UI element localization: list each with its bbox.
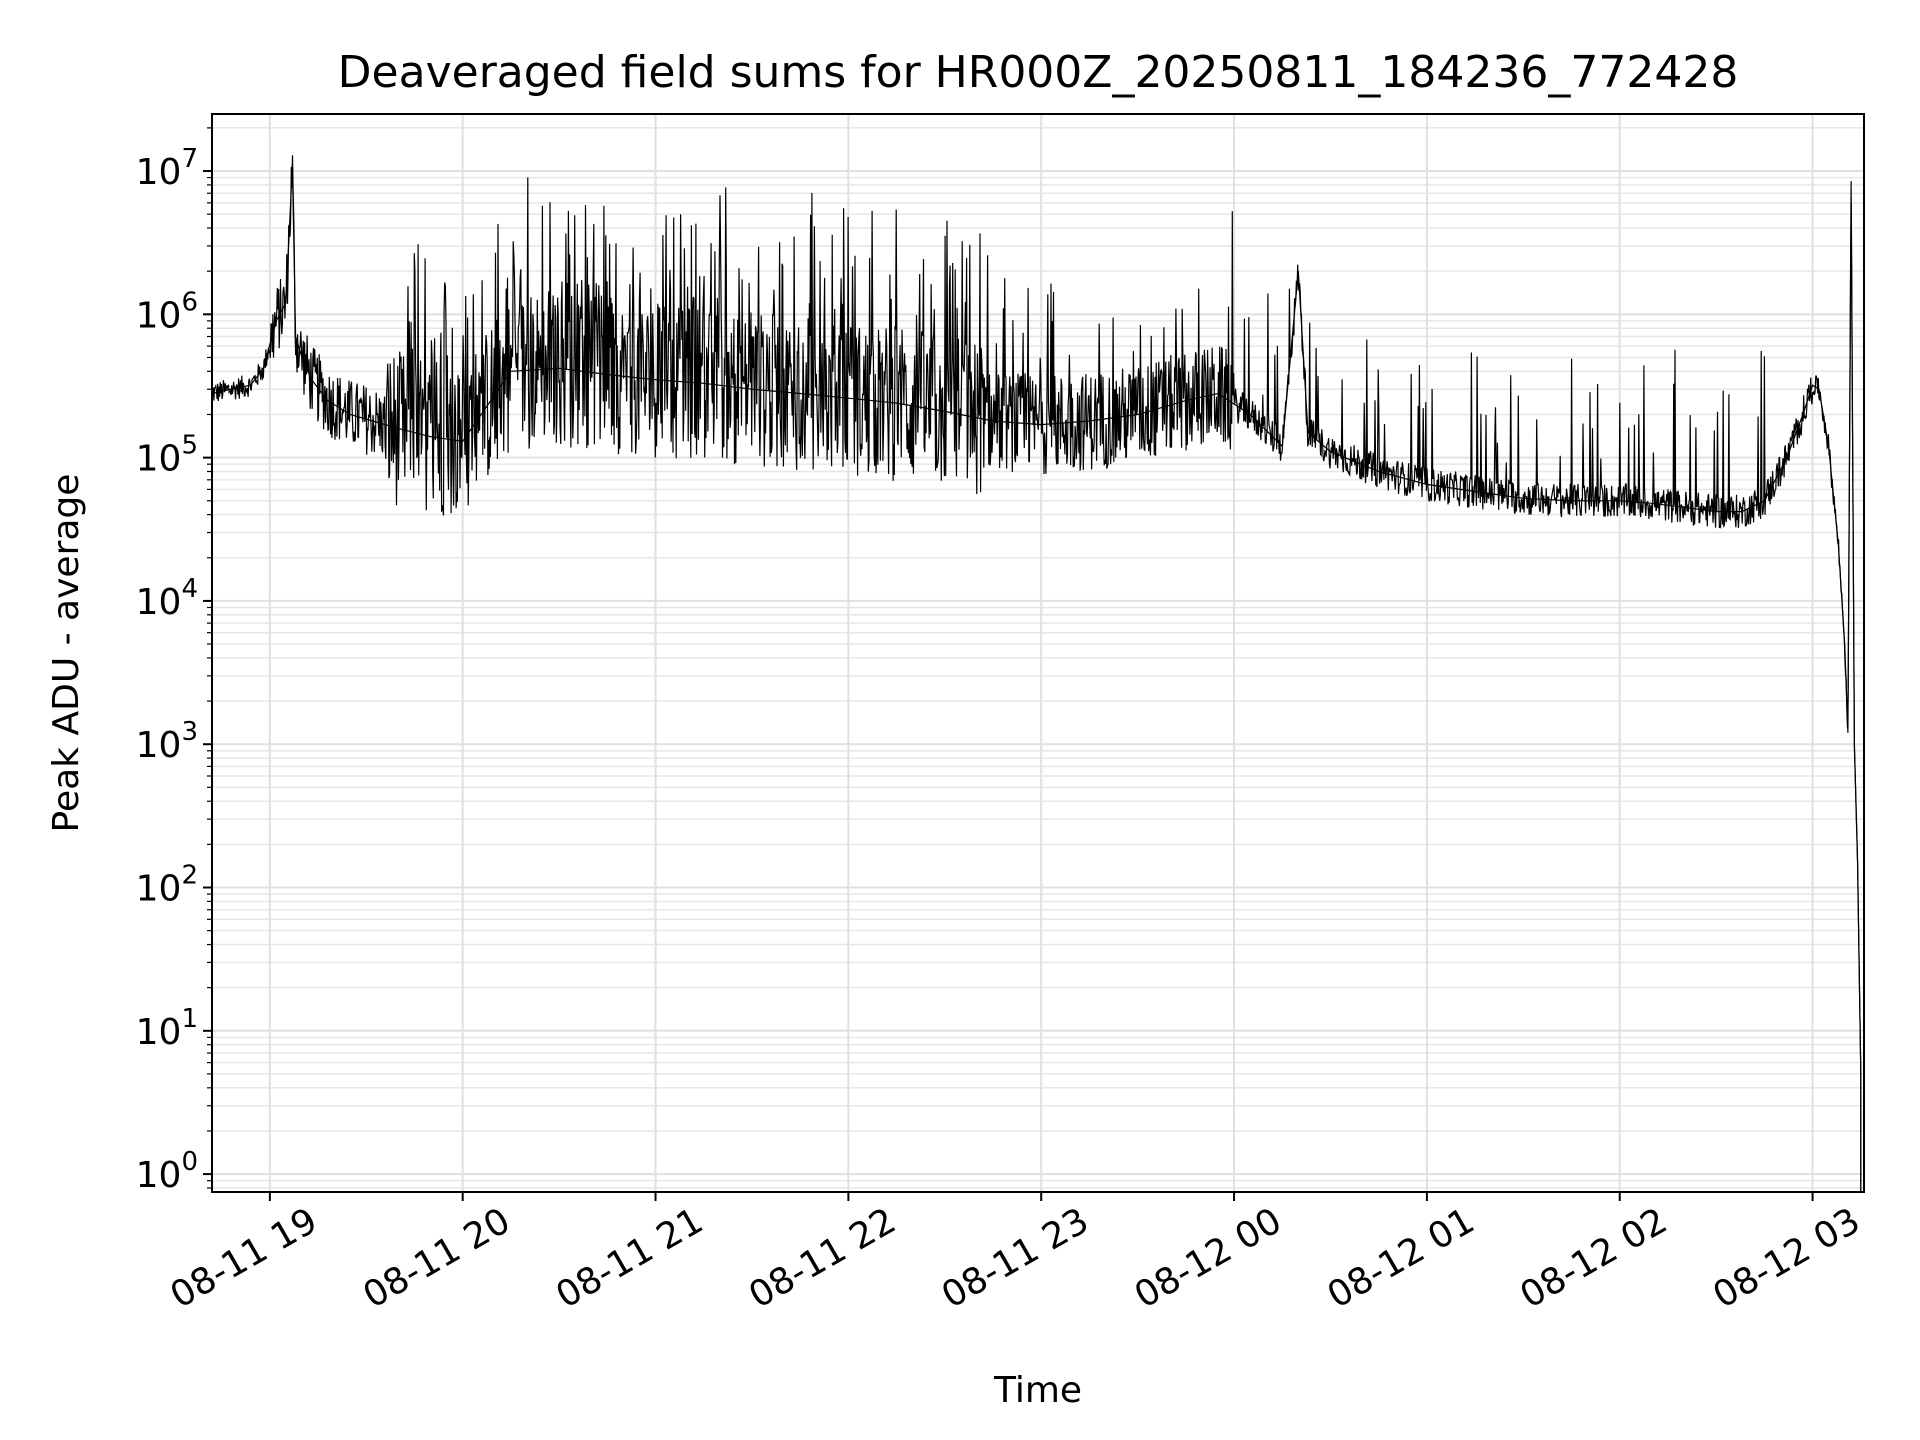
grid-lines bbox=[212, 114, 1864, 1192]
y-tick-label: 103 bbox=[136, 717, 198, 766]
y-tick-label: 107 bbox=[136, 144, 198, 193]
y-axis: 100 101 102 103 104 105 106 107 bbox=[136, 127, 212, 1196]
plot-frame bbox=[211, 113, 1865, 1193]
y-tick-label: 106 bbox=[136, 287, 198, 336]
y-tick-label: 101 bbox=[136, 1004, 198, 1053]
x-tick-label: 08-12 03 bbox=[1706, 1200, 1867, 1316]
y-tick-label: 105 bbox=[136, 431, 198, 480]
x-tick-label: 08-11 19 bbox=[164, 1200, 325, 1316]
series-line bbox=[211, 155, 1862, 1074]
x-axis: 08-11 19 08-11 20 08-11 21 08-11 22 08-11 23… bbox=[164, 1192, 1867, 1317]
y-tick-label: 104 bbox=[136, 574, 198, 623]
chart-title: Deaveraged field sums for HR000Z_2025081… bbox=[338, 47, 1739, 98]
y-axis-label: Peak ADU - average bbox=[46, 474, 87, 833]
x-tick-label: 08-11 20 bbox=[357, 1200, 518, 1316]
x-tick-label: 08-11 22 bbox=[742, 1200, 903, 1316]
data-layer bbox=[211, 155, 1862, 1192]
x-axis-label: Time bbox=[993, 1370, 1082, 1411]
x-tick-label: 08-12 02 bbox=[1514, 1200, 1675, 1316]
x-tick-label: 08-12 00 bbox=[1128, 1200, 1289, 1316]
x-tick-label: 08-11 23 bbox=[935, 1200, 1096, 1316]
y-tick-label: 102 bbox=[136, 861, 198, 910]
series-keypoints-line bbox=[211, 165, 1862, 1074]
x-tick-label: 08-11 21 bbox=[549, 1200, 710, 1316]
y-tick-label: 100 bbox=[136, 1147, 198, 1196]
x-tick-label: 08-12 01 bbox=[1321, 1200, 1482, 1316]
